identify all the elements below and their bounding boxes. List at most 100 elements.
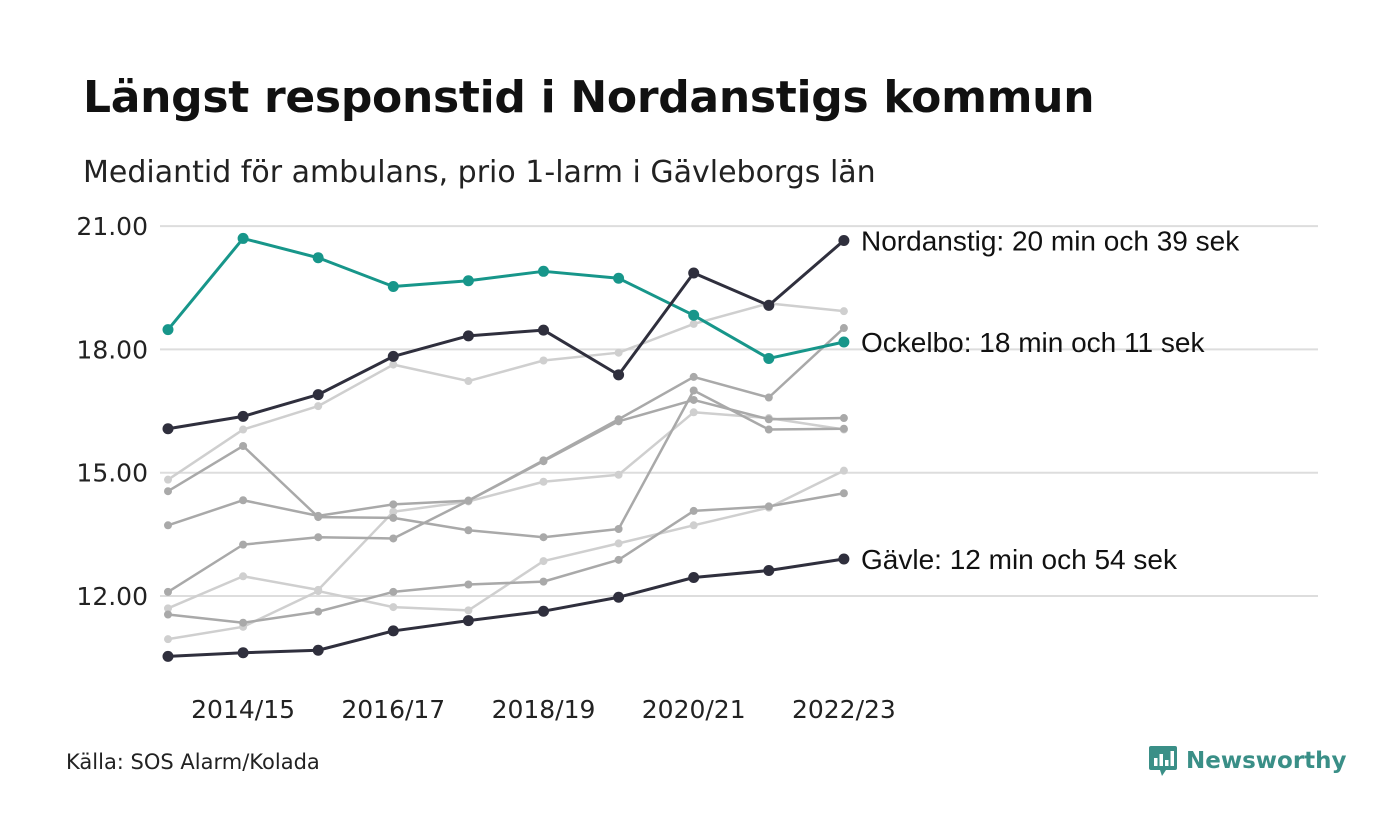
data-point — [312, 252, 324, 264]
data-point — [389, 360, 398, 369]
data-point — [462, 615, 474, 627]
data-point — [614, 348, 623, 357]
data-point — [164, 475, 172, 484]
x-tick-label: 2018/19 — [492, 695, 596, 724]
data-point — [462, 275, 474, 287]
data-point — [764, 393, 773, 402]
data-point — [314, 587, 323, 596]
data-point — [839, 424, 848, 433]
data-point — [237, 647, 249, 659]
data-point — [162, 423, 174, 435]
data-point — [162, 650, 174, 662]
data-point — [839, 414, 848, 423]
data-point — [464, 377, 473, 386]
data-point — [764, 415, 773, 424]
data-point — [239, 618, 248, 627]
series-line — [167, 327, 845, 527]
data-point — [539, 457, 548, 466]
data-point — [462, 330, 474, 342]
x-tick-label: 2014/15 — [191, 695, 295, 724]
data-point — [164, 635, 172, 644]
data-point — [314, 402, 323, 411]
data-point — [312, 644, 324, 656]
data-point — [387, 281, 399, 293]
data-point — [389, 587, 398, 596]
data-point — [763, 299, 775, 311]
data-point — [689, 395, 698, 404]
data-point — [839, 324, 848, 333]
data-point — [763, 565, 775, 577]
data-point — [239, 540, 248, 549]
data-point — [538, 605, 549, 617]
data-point — [613, 272, 625, 284]
data-point — [763, 352, 775, 364]
y-tick-label: 15.00 — [76, 459, 148, 488]
data-point — [539, 557, 548, 566]
y-axis-ticks: 12.00 15.00 18.00 21.00 — [76, 212, 148, 611]
data-point — [239, 496, 248, 505]
data-point — [538, 324, 549, 336]
data-point — [314, 533, 323, 542]
series-other — [164, 408, 848, 613]
data-point — [689, 386, 698, 395]
series-other — [164, 395, 848, 596]
data-point — [389, 500, 398, 509]
data-point — [839, 489, 848, 498]
data-point — [237, 232, 249, 244]
series-line — [167, 411, 845, 610]
data-point — [239, 441, 248, 450]
x-tick-label: 2022/23 — [792, 695, 896, 724]
data-point — [164, 610, 172, 619]
data-point — [539, 477, 548, 486]
data-point — [613, 369, 625, 381]
data-point — [387, 625, 399, 637]
x-axis-ticks: 2014/15 2016/17 2018/19 2020/21 2022/23 — [191, 695, 896, 724]
grid-lines — [160, 225, 1318, 597]
series-line — [167, 398, 844, 593]
series-line — [167, 469, 845, 641]
data-point — [688, 309, 700, 321]
series-line — [166, 236, 845, 360]
chart-subtitle: Mediantid för ambulans, prio 1-larm i Gä… — [83, 155, 876, 190]
series-ockelbo — [162, 232, 850, 364]
series-label: Gävle: 12 min och 54 sek — [861, 544, 1178, 575]
data-point — [614, 539, 623, 548]
data-point — [613, 591, 625, 603]
data-point — [838, 234, 850, 246]
data-point — [312, 389, 324, 401]
data-point — [764, 502, 773, 511]
data-point — [162, 324, 174, 336]
data-point — [689, 372, 698, 381]
data-point — [689, 506, 698, 515]
data-point — [164, 587, 172, 596]
data-point — [389, 513, 398, 522]
data-point — [688, 267, 700, 279]
x-tick-label: 2016/17 — [341, 695, 445, 724]
data-point — [387, 350, 399, 362]
data-point — [838, 553, 850, 565]
data-point — [389, 534, 398, 543]
brand-name: Newsworthy — [1186, 748, 1347, 774]
data-point — [464, 496, 473, 505]
series-label: Nordanstig: 20 min och 39 sek — [861, 225, 1240, 256]
series-label: Ockelbo: 18 min och 11 sek — [861, 327, 1205, 358]
data-point — [614, 417, 623, 426]
y-tick-label: 21.00 — [76, 212, 148, 241]
data-point — [689, 408, 698, 417]
series-other — [164, 489, 848, 627]
series-line — [167, 239, 845, 431]
data-point — [237, 410, 249, 422]
data-point — [464, 606, 473, 615]
data-point — [539, 356, 548, 365]
series-other — [164, 324, 848, 530]
data-point — [689, 319, 698, 328]
source-note: Källa: SOS Alarm/Kolada — [66, 750, 320, 774]
chart-title: Längst responstid i Nordanstigs kommun — [83, 72, 1095, 123]
data-point — [464, 526, 473, 535]
data-point — [688, 572, 700, 584]
x-tick-label: 2020/21 — [642, 695, 746, 724]
newsworthy-brand[interactable]: Newsworthy — [1148, 744, 1347, 778]
series-gävle — [162, 553, 850, 662]
series-line — [167, 557, 845, 658]
